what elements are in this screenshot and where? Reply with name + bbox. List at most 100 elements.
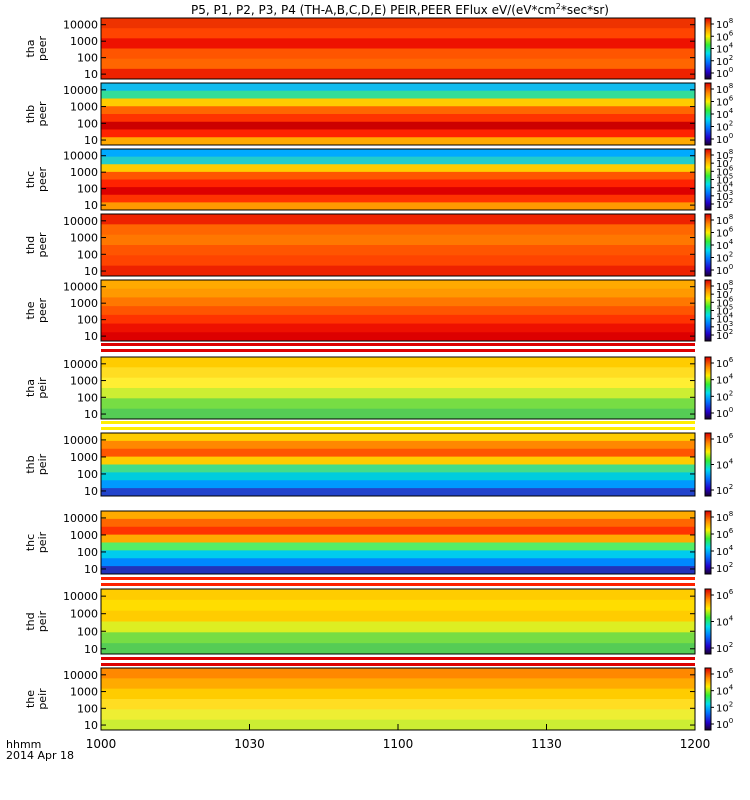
colorbar-tick-label: 104 — [716, 42, 734, 56]
colorbar-tick-label: 104 — [716, 615, 734, 629]
y-tick-label: 10 — [84, 485, 98, 498]
spectrogram-band — [101, 255, 695, 267]
colorbar — [704, 148, 712, 211]
y-tick-label: 100 — [77, 52, 98, 65]
spectrogram-the-peir — [101, 668, 695, 731]
y-tick-label: 10 — [84, 719, 98, 732]
spectrogram-band — [101, 164, 695, 173]
panel-probe-label: thd — [24, 612, 37, 630]
separator-strip — [101, 657, 695, 660]
spectrogram-band — [101, 90, 695, 99]
colorbar — [704, 356, 712, 420]
panel-probe-label: thd — [24, 236, 37, 254]
panel-probe-label: tha — [24, 39, 37, 57]
colorbar-tick-label: 102 — [716, 251, 733, 265]
panel-frame — [100, 510, 696, 575]
y-tick-label: 100 — [77, 702, 98, 715]
colorbar-tick-label: 104 — [716, 544, 734, 558]
colorbar-tick-label: 106 — [716, 295, 734, 309]
spectrogram-band — [101, 599, 695, 612]
colorbar — [704, 279, 712, 342]
panel-frame — [100, 356, 696, 420]
spectrogram-band — [101, 288, 695, 298]
colorbar — [704, 667, 712, 731]
spectrogram-band — [101, 566, 695, 575]
spectrogram-band — [101, 323, 695, 333]
colorbar-tick-label: 104 — [716, 312, 734, 326]
panel-thc-peer: 10000 1000 100 10 thc peer 1081071061051041031… — [24, 148, 734, 212]
colorbar-tick-label: 103 — [716, 189, 733, 203]
colorbar-tick-label: 107 — [716, 287, 733, 301]
colorbar-tick-label: 102 — [716, 700, 733, 714]
y-tick-label: 1000 — [70, 451, 98, 464]
panel-the-peer: 10000 1000 100 10 the peer 1081071061051041031… — [24, 279, 734, 343]
spectrogram-the-peer — [101, 280, 695, 342]
separator-strip — [101, 343, 695, 346]
panel-species-label: peer — [36, 101, 49, 127]
y-tick-label: 1000 — [70, 232, 98, 245]
colorbar — [704, 82, 712, 146]
y-tick-label: 100 — [77, 314, 98, 327]
spectrogram-band — [101, 156, 695, 165]
spectrogram-band — [101, 28, 695, 39]
y-tick-label: 10000 — [63, 281, 98, 294]
colorbar-tick-label: 108 — [716, 213, 733, 227]
colorbar-tick-label: 100 — [716, 132, 733, 146]
panel-frame — [100, 213, 696, 277]
spectrogram-band — [101, 632, 695, 644]
colorbar-tick-label: 108 — [716, 279, 733, 293]
panel-species-label: peer — [36, 167, 49, 193]
spectrogram-band — [101, 224, 695, 236]
colorbar-tick-label: 104 — [716, 373, 734, 387]
y-tick-label: 100 — [77, 468, 98, 481]
colorbar — [704, 588, 712, 655]
colorbar — [704, 17, 712, 80]
colorbar-tick-label: 106 — [716, 432, 734, 446]
spectrogram-thb-peer — [101, 83, 695, 146]
spectrogram-thd-peer — [101, 214, 695, 277]
y-tick-label: 1000 — [70, 686, 98, 699]
spectrogram-band — [101, 18, 695, 29]
spectrogram-band — [101, 187, 695, 196]
panel-frame — [100, 432, 696, 497]
colorbar — [704, 432, 712, 497]
panel-species-label: peer — [36, 36, 49, 62]
spectrogram-band — [101, 643, 695, 655]
colorbar-tick-label: 106 — [716, 588, 734, 602]
colorbar-tick-label: 106 — [716, 164, 734, 178]
panel-frame — [100, 17, 696, 80]
separator-strip — [101, 583, 695, 586]
separator-strip — [101, 427, 695, 430]
y-tick-label: 1000 — [70, 297, 98, 310]
y-tick-label: 10 — [84, 199, 98, 212]
y-tick-label: 1000 — [70, 166, 98, 179]
spectrogram-band — [101, 480, 695, 489]
spectrogram-band — [101, 518, 695, 528]
spectrogram-band — [101, 280, 695, 290]
spectrogram-band — [101, 488, 695, 497]
panel-probe-label: thb — [24, 105, 37, 123]
y-tick-label: 100 — [77, 546, 98, 559]
panel-species-label: peer — [36, 232, 49, 258]
y-tick-label: 100 — [77, 183, 98, 196]
colorbar-tick-label: 102 — [716, 641, 733, 655]
colorbar-tick-label: 106 — [716, 29, 734, 43]
spectrogram-band — [101, 121, 695, 130]
colorbar-tick-label: 102 — [716, 328, 733, 342]
spectrogram-band — [101, 83, 695, 92]
y-tick-label: 10000 — [63, 434, 98, 447]
panel-thc-peir: 10000 1000 100 10 thc peir 108 106 104 102 — [24, 510, 734, 576]
panel-thd-peir: 10000 1000 100 10 thd peir 106 104 102 — [24, 588, 734, 656]
spectrogram-band — [101, 699, 695, 710]
y-tick-label: 10 — [84, 563, 98, 576]
y-tick-label: 10000 — [63, 19, 98, 32]
spectrogram-band — [101, 440, 695, 450]
colorbar-tick-label: 105 — [716, 304, 733, 318]
spectrogram-band — [101, 297, 695, 307]
separator-strip — [101, 577, 695, 580]
panel-tha-peir: 10000 1000 100 10 tha peir 106 104 102 100 — [24, 356, 734, 421]
spectrogram-band — [101, 234, 695, 246]
y-tick-label: 100 — [77, 391, 98, 404]
